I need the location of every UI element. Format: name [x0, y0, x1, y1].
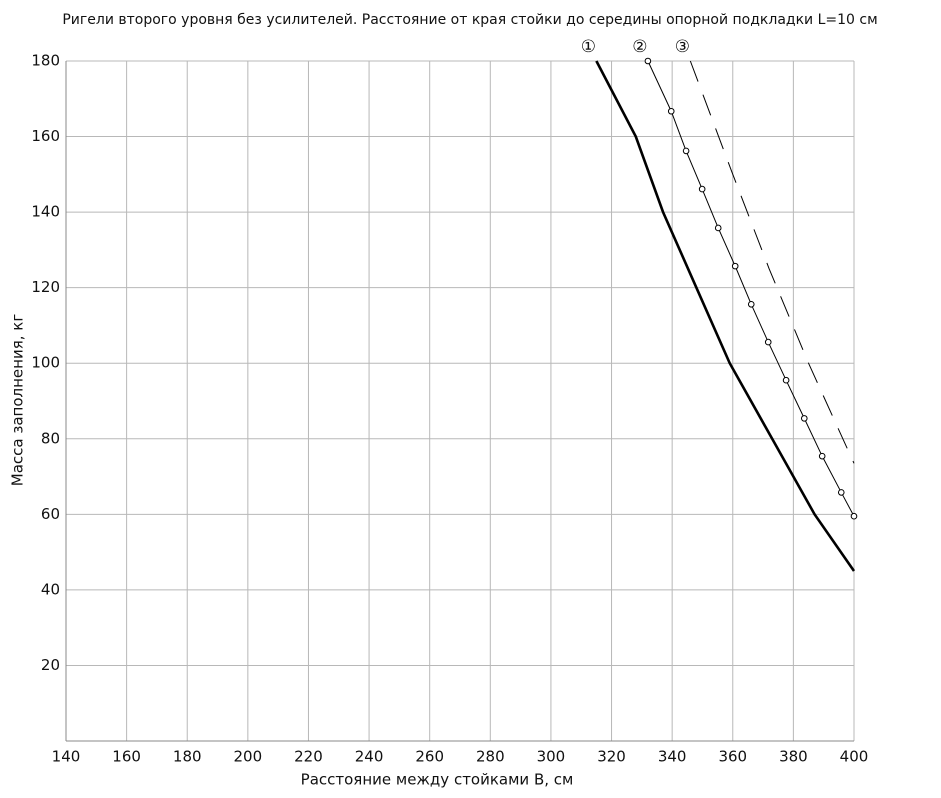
marker	[731, 262, 739, 270]
x-tick-label: 220	[294, 748, 323, 766]
x-tick-label: 140	[52, 748, 81, 766]
line	[689, 60, 855, 464]
x-tick-label: 300	[537, 748, 566, 766]
marker	[818, 452, 826, 460]
y-tick-label: 20	[41, 656, 60, 674]
chart-title: Ригели второго уровня без усилителей. Ра…	[62, 12, 877, 28]
y-tick-label: 100	[31, 354, 60, 372]
y-axis-label: Масса заполнения, кг	[9, 314, 27, 487]
marker	[644, 57, 652, 65]
x-tick-label: 160	[112, 748, 141, 766]
marker	[782, 376, 790, 384]
x-tick-label: 400	[840, 748, 869, 766]
marker	[667, 107, 675, 115]
y-tick-label: 160	[31, 127, 60, 145]
y-tick-label: 120	[31, 278, 60, 296]
x-tick-label: 180	[173, 748, 202, 766]
x-tick-label: 200	[234, 748, 263, 766]
line	[595, 60, 856, 572]
x-tick-label: 280	[476, 748, 505, 766]
marker	[837, 489, 845, 496]
marker	[714, 224, 722, 232]
marker	[698, 185, 706, 193]
y-tick-label: 80	[41, 429, 60, 447]
y-tick-label: 140	[31, 203, 60, 221]
x-tick-label: 260	[415, 748, 444, 766]
marker	[850, 512, 858, 520]
legend-label: ①	[581, 37, 596, 57]
legend-label: ③	[675, 37, 690, 57]
y-tick-label: 60	[41, 505, 60, 523]
marker	[682, 147, 690, 155]
marker	[800, 415, 808, 422]
marker	[747, 300, 755, 308]
y-tick-label: 40	[41, 580, 60, 598]
x-tick-label: 240	[355, 748, 384, 766]
marker	[764, 338, 772, 346]
x-tick-label: 380	[779, 748, 808, 766]
legend-label: ②	[632, 37, 647, 57]
y-tick-label: 180	[31, 52, 60, 70]
x-tick-label: 340	[658, 748, 687, 766]
x-tick-label: 320	[597, 748, 626, 766]
line	[647, 60, 855, 517]
x-axis-label: Расстояние между стойками B, см	[301, 771, 574, 789]
x-tick-label: 360	[718, 748, 747, 766]
